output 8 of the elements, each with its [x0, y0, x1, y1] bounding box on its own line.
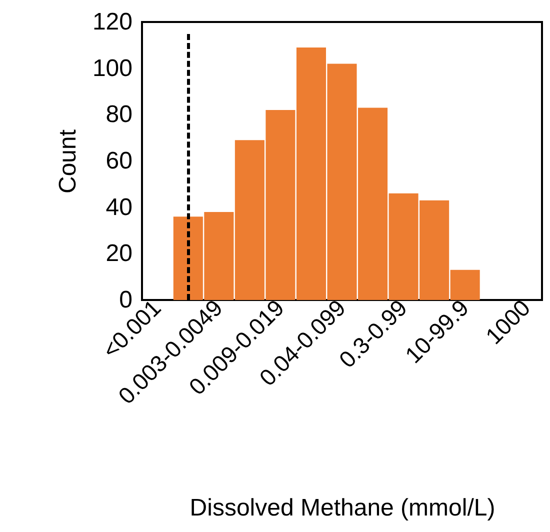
y-axis-title: Count [54, 129, 82, 194]
y-tick-label: 40 [106, 194, 132, 221]
y-tick-label: 80 [106, 101, 132, 128]
y-tick-label: 60 [106, 148, 132, 174]
y-tick-label: 120 [92, 8, 132, 36]
y-tick-label: 100 [92, 54, 132, 82]
y-tick-label: 20 [106, 240, 132, 268]
x-axis-title: Dissolved Methane (mmol/L) [190, 494, 496, 522]
